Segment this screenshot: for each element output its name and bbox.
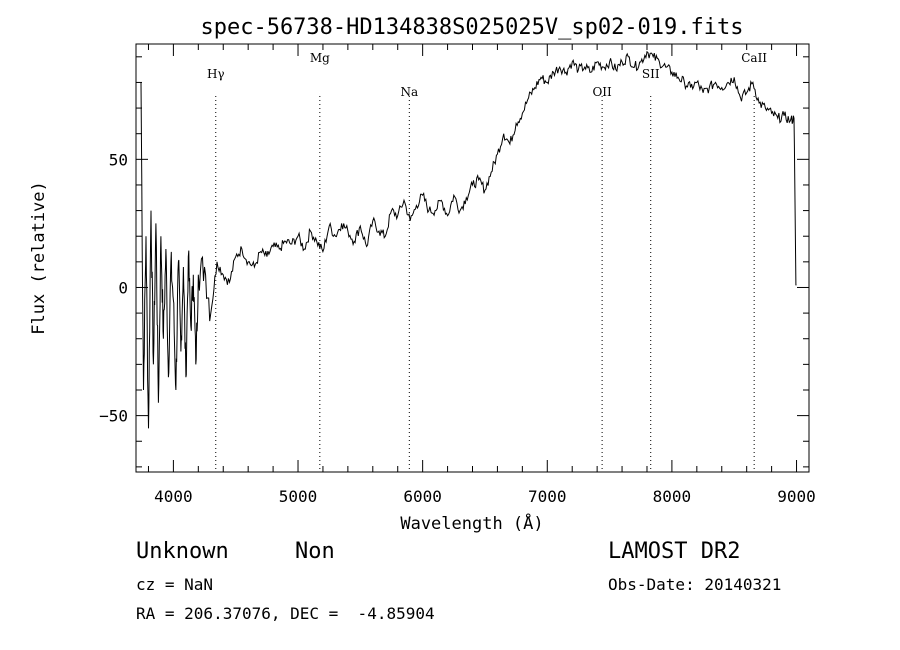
line-marker-label: Mg — [310, 51, 330, 65]
obs-date-label: Obs-Date: 20140321 — [608, 575, 782, 594]
class-label: Unknown — [136, 539, 229, 564]
x-tick-label: 7000 — [528, 487, 567, 506]
y-axis-ticks: −50 0 50 — [99, 150, 809, 426]
x-tick-label: 9000 — [777, 487, 816, 506]
x-axis-label: Wavelength (Å) — [400, 512, 543, 534]
chart-title: spec-56738-HD134838S025025V_sp02-019.fit… — [200, 15, 743, 40]
cz-label: cz = NaN — [136, 575, 214, 594]
line-marker-label: Na — [400, 85, 418, 99]
minor-ticks — [136, 44, 809, 472]
x-tick-label: 4000 — [154, 487, 193, 506]
x-tick-label: 8000 — [653, 487, 692, 506]
y-tick-label: 50 — [109, 150, 128, 169]
y-tick-label: 0 — [118, 278, 128, 297]
subclass-label: Non — [295, 539, 335, 564]
y-axis-label: Flux (relative) — [29, 181, 49, 335]
line-marker-label: OII — [592, 85, 612, 99]
survey-label: LAMOST DR2 — [608, 539, 741, 564]
coords-label: RA = 206.37076, DEC = -4.85904 — [136, 604, 435, 623]
x-tick-label: 6000 — [403, 487, 442, 506]
line-marker-label: Hγ — [207, 67, 225, 81]
line-marker-label: CaII — [741, 51, 767, 65]
spectrum-line — [140, 50, 797, 429]
y-tick-label: −50 — [99, 407, 128, 426]
x-axis-ticks: 4000 5000 6000 7000 8000 9000 — [154, 44, 816, 506]
spectral-line-markers: Hγ Mg Na OII SII CaII — [207, 51, 767, 472]
plot-frame — [135, 43, 810, 473]
line-marker-label: SII — [642, 67, 660, 81]
x-tick-label: 5000 — [279, 487, 318, 506]
